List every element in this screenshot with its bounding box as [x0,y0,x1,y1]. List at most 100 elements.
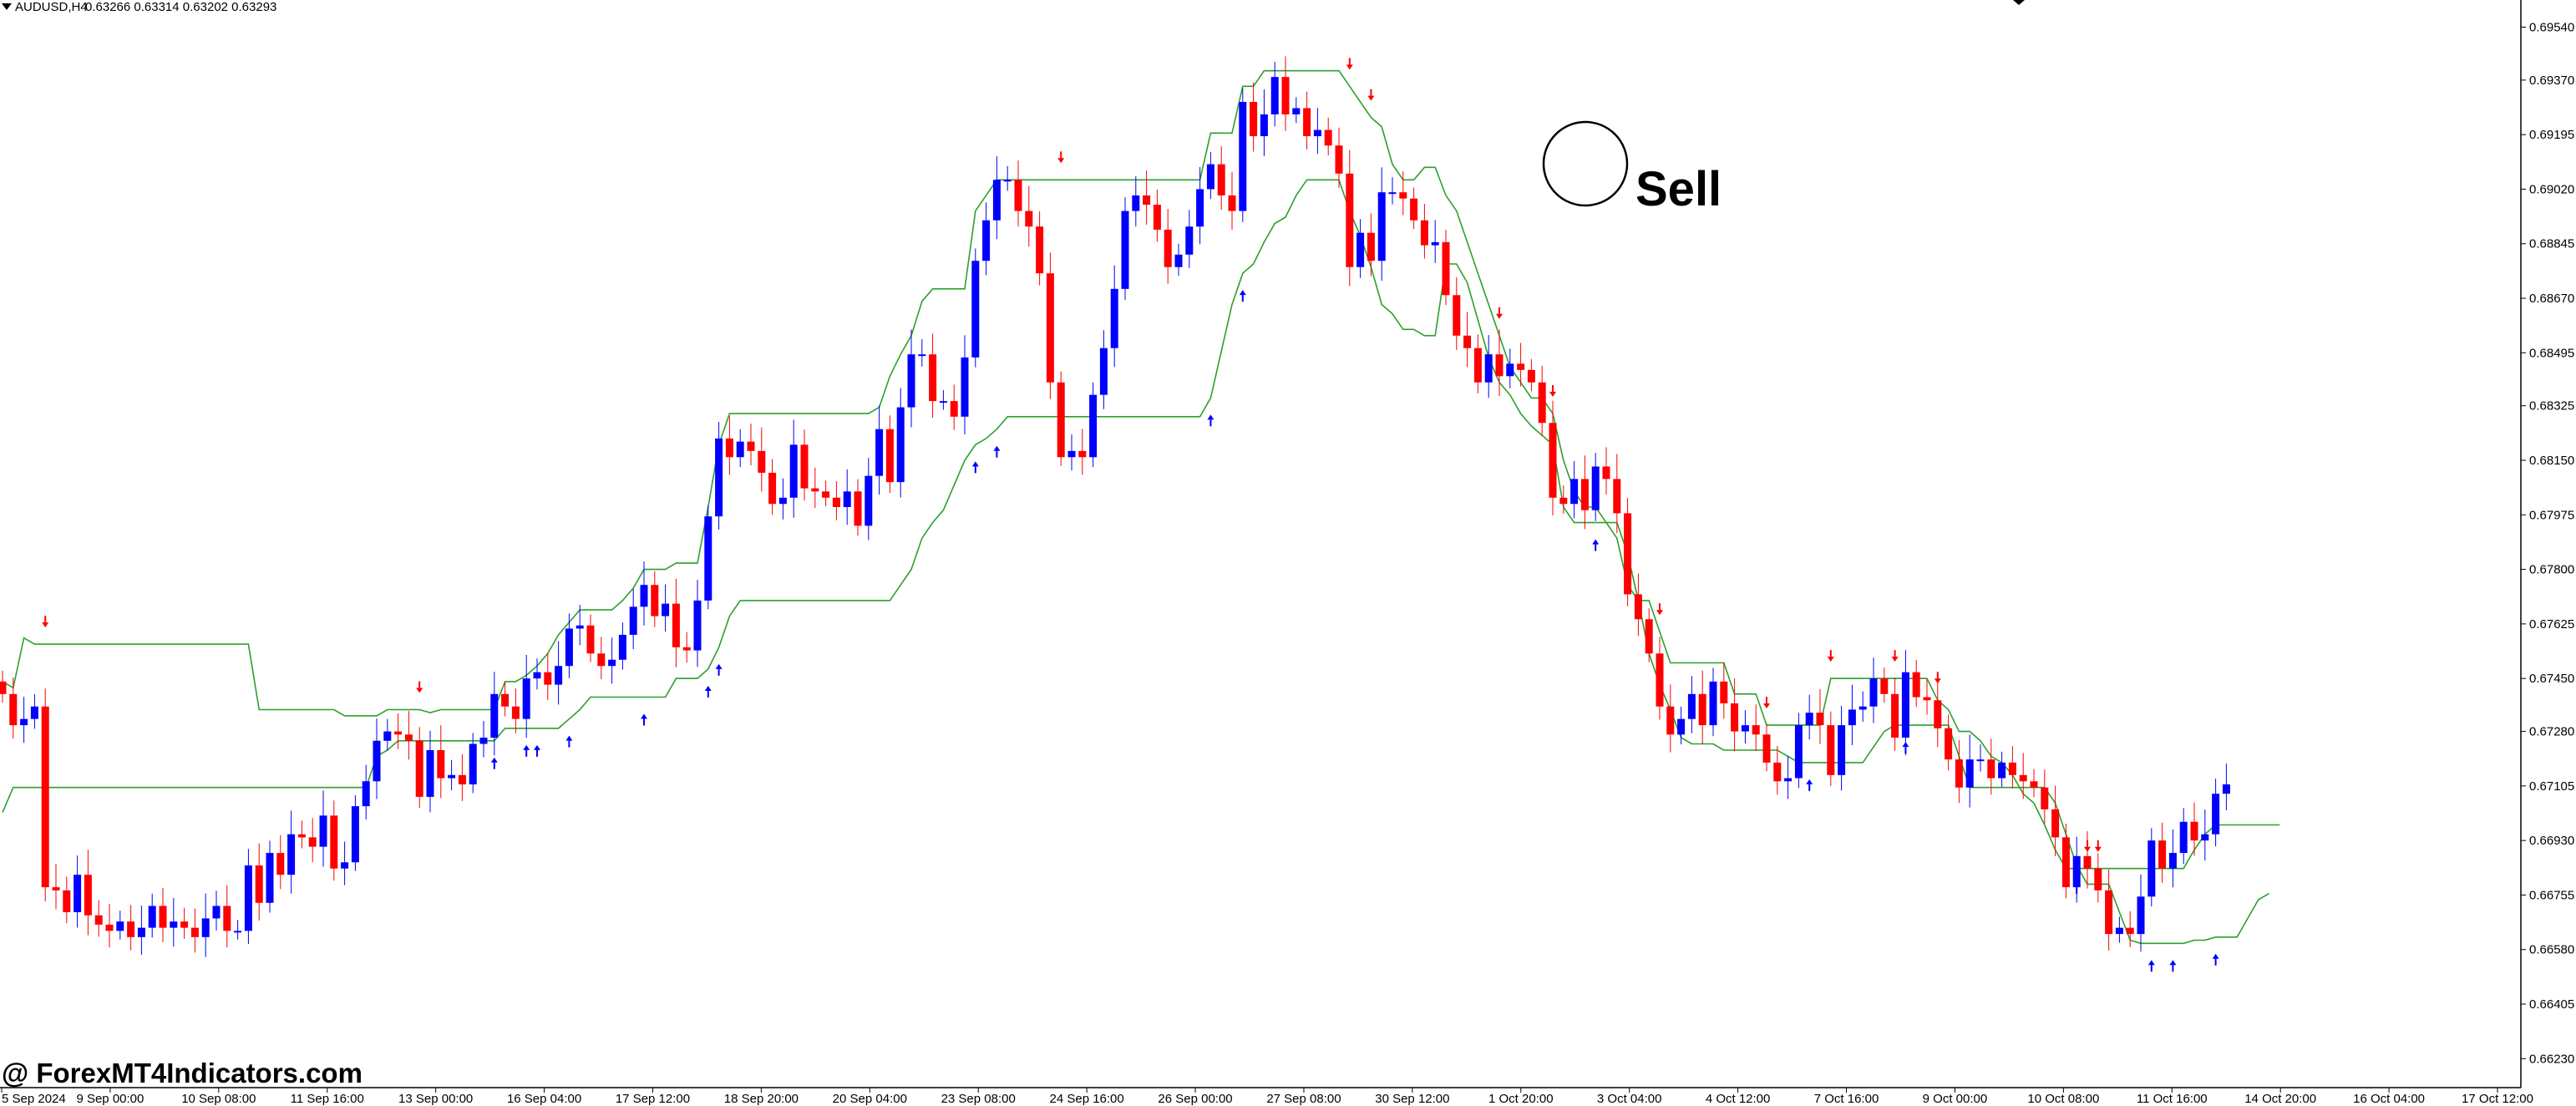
bullish-candle [1377,192,1386,261]
price-tick-label: 0.69020 [2529,182,2574,196]
bearish-candle [41,706,49,888]
bearish-candle [822,491,830,498]
bullish-candle [629,606,637,635]
bearish-candle [437,749,445,779]
sell-arrow-icon [1346,58,1353,70]
bullish-candle [170,921,178,928]
bearish-candle [1816,713,1824,726]
bearish-candle [2126,927,2134,935]
time-tick-label: 24 Sep 16:00 [1050,1092,1124,1106]
bearish-candle [159,906,167,928]
bearish-candle [1827,725,1835,775]
buy-arrow-icon [1207,414,1214,427]
bullish-candle [1858,706,1867,710]
bearish-candle [2051,809,2060,838]
price-tick-label: 0.69195 [2529,128,2574,142]
bullish-candle [383,731,392,741]
bearish-candle [1153,205,1161,230]
bearish-candle [1624,513,1632,595]
time-tick-label: 7 Oct 16:00 [1814,1092,1879,1106]
bullish-candle [490,693,499,738]
bearish-candle [1399,192,1407,199]
time-tick-label: 26 Sep 00:00 [1158,1092,1232,1106]
bearish-candle [1912,672,1920,698]
bearish-candle [811,488,819,492]
sell-arrow-icon [1367,89,1375,101]
bullish-candle [875,429,884,476]
time-tick-label: 10 Oct 08:00 [2027,1092,2099,1106]
bearish-candle [1335,145,1343,174]
bullish-candle [715,438,723,517]
bullish-candle [843,491,851,507]
bearish-candle [2061,837,2070,888]
bearish-candle [276,853,285,875]
bullish-candle [1270,77,1279,114]
bearish-candle [1410,198,1418,221]
buy-arrow-icon [2212,953,2219,966]
bearish-candle [2083,855,2092,869]
buy-arrow-icon [993,445,1001,458]
bearish-candle [1666,706,1675,735]
time-tick-label: 18 Sep 20:00 [724,1092,799,1106]
bearish-candle [94,915,103,925]
bearish-candle [1698,693,1706,726]
buy-arrow-icon [971,461,979,474]
bearish-candle [747,441,755,451]
bearish-candle [1346,173,1354,267]
price-tick-label: 0.68325 [2529,399,2574,413]
price-tick-label: 0.66405 [2529,997,2574,1012]
sell-arrow-icon [1827,650,1834,662]
bullish-candle [1570,479,1579,505]
bearish-candle [1025,211,1033,227]
time-tick-label: 11 Sep 16:00 [291,1092,364,1106]
bearish-candle [758,450,766,473]
sell-arrow-icon [1934,672,1941,684]
bullish-candle [618,634,626,660]
bearish-candle [1773,762,1782,782]
bearish-candle [597,653,606,667]
price-tick-label: 0.66580 [2529,943,2574,957]
bullish-candle [137,927,145,937]
collapse-triangle-icon[interactable] [2,3,12,10]
buy-arrow-icon [1806,779,1813,791]
sell-arrow-icon [1549,385,1556,398]
bullish-candle [1591,466,1600,510]
bullish-candle [704,516,712,601]
bearish-candle [1549,423,1557,498]
bearish-candle [1891,693,1899,738]
bullish-candle [30,706,38,719]
channel-layer [2,69,2280,945]
bullish-candle [1965,759,1974,788]
price-tick-label: 0.68150 [2529,454,2574,468]
buy-arrow-icon [715,663,723,676]
sell-arrow-icon [1496,307,1503,319]
bearish-candle [415,740,423,797]
bearish-candle [52,887,60,890]
time-tick-label: 3 Oct 04:00 [1597,1092,1662,1106]
sell-arrow-icon [2041,796,2048,809]
bullish-candle [212,906,221,919]
bearish-candle [854,491,862,526]
time-tick-label: 5 Sep 2024 [2,1092,66,1106]
bullish-candle [1901,672,1909,738]
buy-arrow-icon [1592,539,1600,551]
bearish-candle [1281,77,1290,114]
bullish-candle [907,354,915,408]
bearish-candle [1880,678,1889,694]
bearish-candle [511,706,520,719]
bearish-candle [2158,840,2167,869]
bullish-candle [2137,896,2145,935]
time-tick-label: 23 Sep 08:00 [941,1092,1016,1106]
bearish-candle [1945,728,1953,760]
price-tick-label: 0.66755 [2529,888,2574,902]
chart-shift-marker-icon [2013,0,2025,5]
bullish-candle [1185,226,1194,255]
price-tick-label: 0.68670 [2529,292,2574,306]
bearish-candle [1634,594,1642,620]
bullish-candle [1121,211,1129,289]
bearish-candle [2019,774,2027,782]
bullish-candle [1110,288,1118,348]
bearish-candle [544,672,552,685]
buy-arrow-icon [534,744,540,757]
